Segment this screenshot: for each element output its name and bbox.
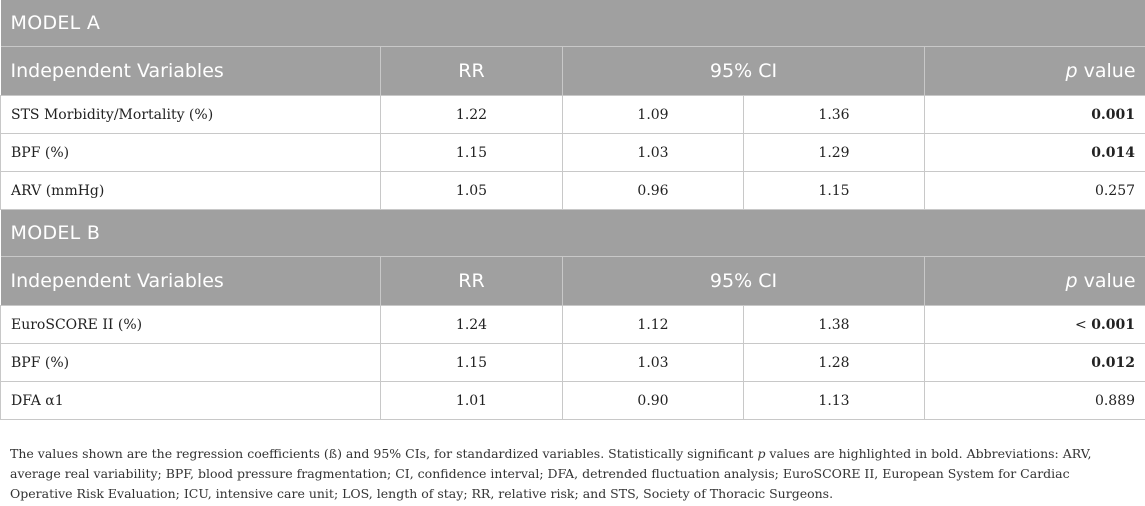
header-p-value: p value [923, 256, 1145, 306]
p-value-cell: 0.889 [923, 381, 1145, 420]
header-95-ci: 95% CI [562, 256, 925, 306]
header-p-italic: p [1065, 270, 1078, 292]
variable-cell: BPF (%) [0, 133, 381, 172]
ci-low-cell: 1.03 [562, 133, 744, 172]
header-95-ci: 95% CI [562, 46, 925, 96]
rr-cell: 1.15 [380, 133, 563, 172]
footnote-part1: The values shown are the regression coef… [10, 446, 758, 461]
table-row: DFA α1 1.01 0.90 1.13 0.889 [0, 381, 1145, 420]
table-row: BPF (%) 1.15 1.03 1.28 0.012 [0, 343, 1145, 382]
p-value-cell: 0.014 [923, 133, 1145, 172]
header-rr: RR [380, 256, 563, 306]
model-b-header-row: Independent Variables RR 95% CI p value [0, 256, 1145, 306]
ci-high-cell: 1.28 [743, 343, 925, 382]
header-independent-variables: Independent Variables [0, 256, 381, 306]
model-b-title-row: MODEL B [0, 209, 1145, 257]
regression-table: MODEL A Independent Variables RR 95% CI … [0, 0, 1145, 420]
table-row: STS Morbidity/Mortality (%) 1.22 1.09 1.… [0, 95, 1145, 134]
ci-low-cell: 0.90 [562, 381, 744, 420]
header-p-value: p value [923, 46, 1145, 96]
ci-high-cell: 1.15 [743, 171, 925, 210]
rr-cell: 1.05 [380, 171, 563, 210]
ci-high-cell: 1.36 [743, 95, 925, 134]
p-value-cell: 0.257 [923, 171, 1145, 210]
variable-cell: EuroSCORE II (%) [0, 305, 381, 344]
model-a-title: MODEL A [0, 0, 1145, 47]
variable-cell: BPF (%) [0, 343, 381, 382]
p-value-prefix: < [1075, 316, 1092, 333]
ci-low-cell: 1.03 [562, 343, 744, 382]
rr-cell: 1.15 [380, 343, 563, 382]
header-p-rest: value [1077, 270, 1136, 292]
variable-cell: STS Morbidity/Mortality (%) [0, 95, 381, 134]
header-p-italic: p [1065, 60, 1078, 82]
header-rr: RR [380, 46, 563, 96]
rr-cell: 1.22 [380, 95, 563, 134]
ci-high-cell: 1.13 [743, 381, 925, 420]
rr-cell: 1.24 [380, 305, 563, 344]
table-footnote: The values shown are the regression coef… [10, 444, 1135, 504]
results-table-container: MODEL A Independent Variables RR 95% CI … [0, 0, 1145, 420]
ci-low-cell: 0.96 [562, 171, 744, 210]
p-value-cell: < 0.001 [923, 305, 1145, 344]
variable-cell: DFA α1 [0, 381, 381, 420]
rr-cell: 1.01 [380, 381, 563, 420]
footnote-p-italic: p [757, 446, 766, 461]
ci-high-cell: 1.29 [743, 133, 925, 172]
p-value-number: 0.001 [1091, 316, 1136, 333]
ci-high-cell: 1.38 [743, 305, 925, 344]
p-value-cell: 0.001 [923, 95, 1145, 134]
table-row: ARV (mmHg) 1.05 0.96 1.15 0.257 [0, 171, 1145, 210]
table-row: BPF (%) 1.15 1.03 1.29 0.014 [0, 133, 1145, 172]
p-value-cell: 0.012 [923, 343, 1145, 382]
model-a-header-row: Independent Variables RR 95% CI p value [0, 46, 1145, 96]
variable-cell: ARV (mmHg) [0, 171, 381, 210]
header-independent-variables: Independent Variables [0, 46, 381, 96]
header-p-rest: value [1077, 60, 1136, 82]
ci-low-cell: 1.09 [562, 95, 744, 134]
table-row: EuroSCORE II (%) 1.24 1.12 1.38 < 0.001 [0, 305, 1145, 344]
model-b-title: MODEL B [0, 209, 1145, 257]
ci-low-cell: 1.12 [562, 305, 744, 344]
model-a-title-row: MODEL A [0, 0, 1145, 47]
footnote-part2: values are highlighted in bold. Abbrevia… [10, 446, 1092, 501]
